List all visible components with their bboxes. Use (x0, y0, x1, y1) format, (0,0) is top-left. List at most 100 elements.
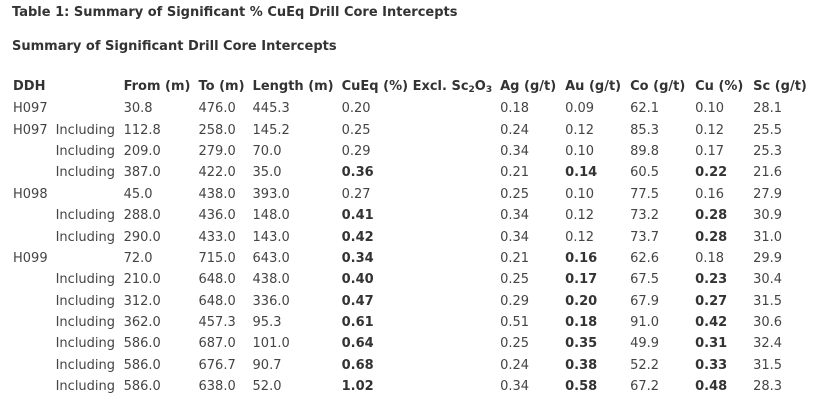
cell-co: 77.5 (630, 186, 660, 202)
cell-ag: 0.25 (500, 272, 530, 288)
table-row: Including 586.0 676.7 90.7 0.68 0.24 0.38 52.2 0… (9, 355, 812, 376)
table-body: H097 30.8 476.0 445.3 0.20 0.18 0.09 62.1 0.10 28… (9, 98, 812, 397)
cell-to: 648.0 (198, 293, 236, 309)
cell-au: 0.10 (565, 143, 595, 159)
cell-ag: 0.24 (500, 122, 530, 138)
cell-cueq: 0.25 (341, 122, 371, 138)
header-cueq-o: O (474, 79, 486, 94)
header-from: From (m) (123, 79, 191, 94)
cell-sc: 29.9 (753, 250, 783, 266)
intercepts-table: DDH From (m) To (m) Length (m) CuEq (%) … (9, 75, 812, 397)
table-row: H097 30.8 476.0 445.3 0.20 0.18 0.09 62.1 0.10 28… (9, 98, 812, 119)
cell-cu: 0.28 (695, 229, 728, 245)
table-row: Including 290.0 433.0 143.0 0.42 0.34 0.12 73.7… (9, 226, 812, 247)
cell-au: 0.12 (565, 122, 595, 138)
header-qualifier (52, 75, 120, 98)
cell-to: 715.0 (198, 250, 236, 266)
cell-sc: 32.4 (753, 336, 783, 352)
table-row: Including 387.0 422.0 35.0 0.36 0.21 0.14 60.5 0… (9, 162, 812, 183)
cell-cueq: 0.27 (341, 186, 371, 202)
header-to: To (m) (198, 79, 245, 94)
cell-qual: Including (55, 315, 116, 331)
cell-from: 586.0 (123, 336, 161, 352)
cell-to: 436.0 (198, 208, 236, 224)
table-row: Including 586.0 638.0 52.0 1.02 0.34 0.58 67.2 0… (9, 376, 812, 397)
cell-co: 73.2 (630, 208, 660, 224)
cell-au: 0.58 (565, 379, 598, 395)
cell-ag: 0.24 (500, 357, 530, 373)
cell-cu: 0.27 (695, 293, 728, 309)
cell-to: 258.0 (198, 122, 236, 138)
cell-cueq: 0.42 (341, 229, 374, 245)
cell-ag: 0.34 (500, 143, 530, 159)
header-co: Co (g/t) (630, 79, 686, 94)
header-cueq-sub2: 3 (485, 85, 493, 95)
table-row: Including 210.0 648.0 438.0 0.40 0.25 0.17 67.5… (9, 269, 812, 290)
cell-ddh: H099 (13, 250, 48, 266)
table-row: H097 Including 112.8 258.0 145.2 0.25 0.24 0.12… (9, 119, 812, 140)
cell-to: 676.7 (198, 357, 236, 373)
cell-co: 62.1 (630, 101, 660, 117)
cell-cueq: 1.02 (341, 379, 374, 395)
cell-length: 143.0 (252, 229, 290, 245)
cell-cueq: 0.64 (341, 336, 374, 352)
table-row: H099 72.0 715.0 643.0 0.34 0.21 0.16 62.6 0.18 29… (9, 248, 812, 269)
cell-ddh: H097 (13, 122, 48, 138)
header-au: Au (g/t) (565, 79, 622, 94)
table-row: Including 288.0 436.0 148.0 0.41 0.34 0.12 73.2… (9, 205, 812, 226)
cell-sc: 25.5 (753, 122, 783, 138)
cell-length: 90.7 (252, 357, 282, 373)
cell-to: 422.0 (198, 165, 236, 181)
cell-qual: Including (55, 272, 116, 288)
cell-co: 49.9 (630, 336, 660, 352)
cell-length: 148.0 (252, 208, 290, 224)
cell-to: 648.0 (198, 272, 236, 288)
cell-ddh (9, 226, 52, 247)
cell-cueq: 0.61 (341, 315, 374, 331)
cell-to: 687.0 (198, 336, 236, 352)
cell-cueq: 0.41 (341, 208, 374, 224)
cell-ddh: H097 (13, 101, 48, 117)
cell-au: 0.38 (565, 357, 598, 373)
table-row: H098 45.0 438.0 393.0 0.27 0.25 0.10 77.5 0.16 27… (9, 184, 812, 205)
cell-length: 101.0 (252, 336, 290, 352)
table-header: DDH From (m) To (m) Length (m) CuEq (%) … (9, 75, 812, 98)
cell-cu: 0.12 (695, 122, 725, 138)
cell-ddh (9, 312, 52, 333)
header-ddh: DDH (13, 79, 46, 94)
cell-cueq: 0.36 (341, 165, 374, 181)
cell-qual: Including (55, 229, 116, 245)
cell-ddh (9, 291, 52, 312)
cell-ddh (9, 162, 52, 183)
cell-qual: Including (55, 165, 116, 181)
table-row: Including 362.0 457.3 95.3 0.61 0.51 0.18 91.0 0… (9, 312, 812, 333)
header-cueq: CuEq (%) Excl. Sc2O3 (338, 75, 497, 98)
table-row: Including 209.0 279.0 70.0 0.29 0.34 0.10 89.8 0… (9, 141, 812, 162)
cell-au: 0.09 (565, 101, 595, 117)
cell-cu: 0.23 (695, 272, 728, 288)
header-row: DDH From (m) To (m) Length (m) CuEq (%) … (9, 75, 812, 98)
cell-cu: 0.31 (695, 336, 728, 352)
cell-cueq: 0.68 (341, 357, 374, 373)
cell-cueq: 0.34 (341, 250, 374, 266)
cell-to: 279.0 (198, 143, 236, 159)
cell-length: 95.3 (252, 315, 282, 331)
cell-co: 85.3 (630, 122, 660, 138)
cell-to: 638.0 (198, 379, 236, 395)
cell-ag: 0.34 (500, 379, 530, 395)
cell-from: 112.8 (123, 122, 161, 138)
cell-sc: 31.0 (753, 229, 783, 245)
cell-sc: 28.1 (753, 101, 783, 117)
cell-sc: 31.5 (753, 293, 783, 309)
cell-sc: 25.3 (753, 143, 783, 159)
cell-qual (52, 248, 120, 269)
cell-cueq: 0.20 (341, 101, 371, 117)
cell-cueq: 0.47 (341, 293, 374, 309)
cell-co: 52.2 (630, 357, 660, 373)
cell-from: 312.0 (123, 293, 161, 309)
cell-to: 433.0 (198, 229, 236, 245)
cell-ag: 0.25 (500, 186, 530, 202)
cell-length: 70.0 (252, 143, 282, 159)
cell-sc: 21.6 (753, 165, 783, 181)
cell-from: 362.0 (123, 315, 161, 331)
